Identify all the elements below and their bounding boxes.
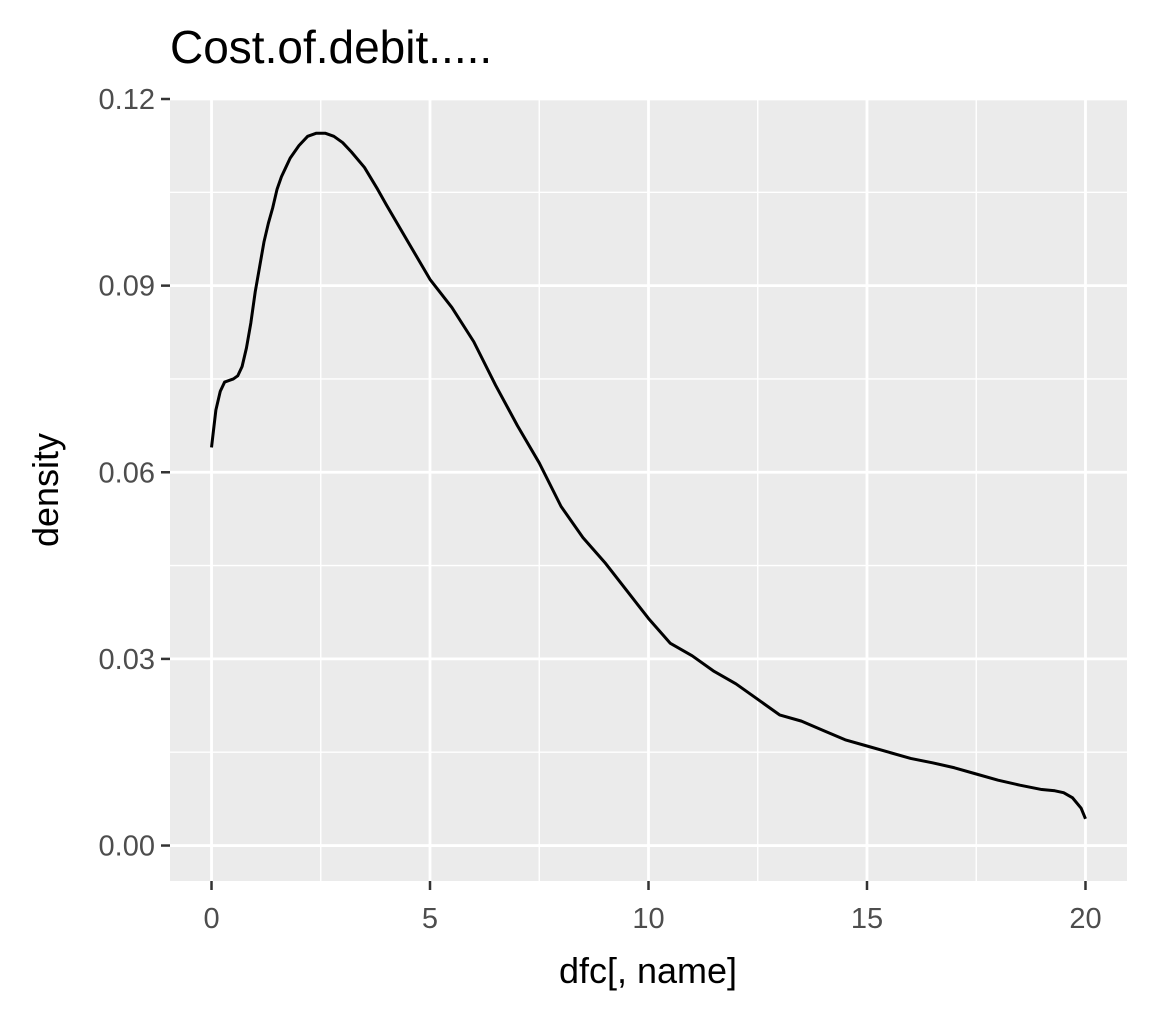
x-tick-label: 0 bbox=[203, 903, 219, 935]
y-tick-label: 0.00 bbox=[99, 831, 155, 863]
x-tick-label: 10 bbox=[632, 903, 664, 935]
x-axis: 0 5 10 15 20 bbox=[203, 881, 1102, 935]
x-tick-label: 15 bbox=[851, 903, 883, 935]
major-grid bbox=[170, 97, 1127, 881]
density-curve bbox=[210, 131, 1087, 820]
y-axis: 0.00 0.03 0.06 0.09 0.12 bbox=[99, 84, 170, 863]
y-tick-label: 0.09 bbox=[99, 271, 155, 303]
chart-title: Cost.of.debit..... bbox=[170, 21, 492, 73]
y-tick-label: 0.03 bbox=[99, 644, 155, 676]
y-axis-title: density bbox=[25, 433, 66, 547]
y-tick-label: 0.06 bbox=[99, 457, 155, 489]
x-tick-label: 20 bbox=[1069, 903, 1101, 935]
y-tick-label: 0.12 bbox=[99, 84, 155, 116]
x-axis-title: dfc[, name] bbox=[559, 950, 737, 991]
x-tick-label: 5 bbox=[422, 903, 438, 935]
